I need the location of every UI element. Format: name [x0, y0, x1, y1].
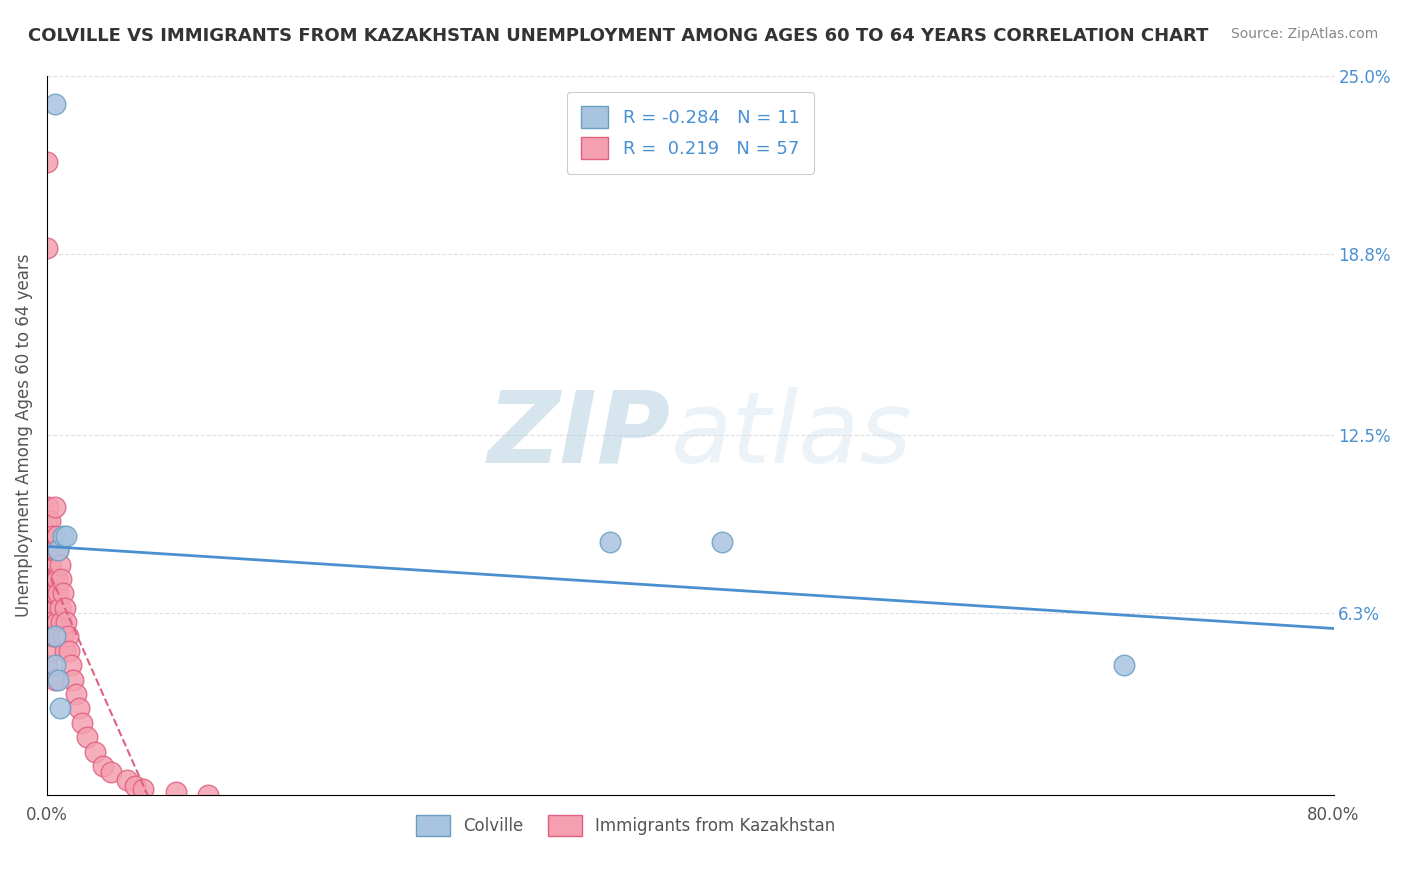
Point	[44, 673, 66, 687]
Point	[42, 543, 65, 558]
Point	[53, 600, 76, 615]
Point	[44, 586, 66, 600]
Point	[45, 615, 67, 629]
Point	[55, 529, 77, 543]
Point	[49, 701, 72, 715]
Point	[65, 687, 87, 701]
Point	[76, 730, 98, 744]
Point	[39, 600, 62, 615]
Point	[44, 630, 66, 644]
Point	[41, 572, 63, 586]
Text: Source: ZipAtlas.com: Source: ZipAtlas.com	[1230, 27, 1378, 41]
Point	[37, 500, 59, 514]
Point	[46, 630, 69, 644]
Point	[44, 630, 66, 644]
Point	[37, 586, 59, 600]
Point	[45, 529, 67, 543]
Point	[51, 615, 73, 629]
Point	[51, 572, 73, 586]
Point	[41, 529, 63, 543]
Point	[599, 534, 621, 549]
Point	[37, 543, 59, 558]
Point	[49, 600, 72, 615]
Point	[45, 572, 67, 586]
Point	[56, 630, 79, 644]
Point	[44, 658, 66, 673]
Point	[132, 781, 155, 796]
Point	[35, 600, 58, 615]
Point	[35, 572, 58, 586]
Point	[35, 241, 58, 255]
Point	[35, 658, 58, 673]
Point	[35, 154, 58, 169]
Point	[165, 785, 187, 799]
Point	[52, 586, 75, 600]
Point	[39, 558, 62, 572]
Point	[91, 759, 114, 773]
Point	[117, 773, 139, 788]
Point	[44, 500, 66, 514]
Point	[49, 558, 72, 572]
Point	[39, 644, 62, 658]
Text: atlas: atlas	[671, 386, 912, 483]
Point	[52, 630, 75, 644]
Point	[46, 673, 69, 687]
Y-axis label: Unemployment Among Ages 60 to 64 years: Unemployment Among Ages 60 to 64 years	[15, 253, 32, 617]
Text: COLVILLE VS IMMIGRANTS FROM KAZAKHSTAN UNEMPLOYMENT AMONG AGES 60 TO 64 YEARS CO: COLVILLE VS IMMIGRANTS FROM KAZAKHSTAN U…	[28, 27, 1209, 45]
Point	[84, 745, 107, 759]
Point	[58, 644, 80, 658]
Point	[41, 615, 63, 629]
Point	[35, 515, 58, 529]
Point	[46, 543, 69, 558]
Point	[60, 658, 83, 673]
Point	[67, 701, 90, 715]
Point	[35, 630, 58, 644]
Point	[39, 515, 62, 529]
Point	[42, 586, 65, 600]
Point	[52, 529, 75, 543]
Point	[42, 630, 65, 644]
Point	[53, 644, 76, 658]
Point	[46, 543, 69, 558]
Point	[197, 788, 219, 802]
Point	[124, 779, 146, 793]
Point	[100, 764, 122, 779]
Point	[44, 543, 66, 558]
Text: ZIP: ZIP	[488, 386, 671, 483]
Point	[72, 715, 94, 730]
Point	[46, 586, 69, 600]
Point	[55, 615, 77, 629]
Point	[62, 673, 84, 687]
Point	[711, 534, 734, 549]
Point	[44, 97, 66, 112]
Point	[1114, 658, 1136, 673]
Legend: Colville, Immigrants from Kazakhstan: Colville, Immigrants from Kazakhstan	[408, 807, 844, 844]
Point	[35, 543, 58, 558]
